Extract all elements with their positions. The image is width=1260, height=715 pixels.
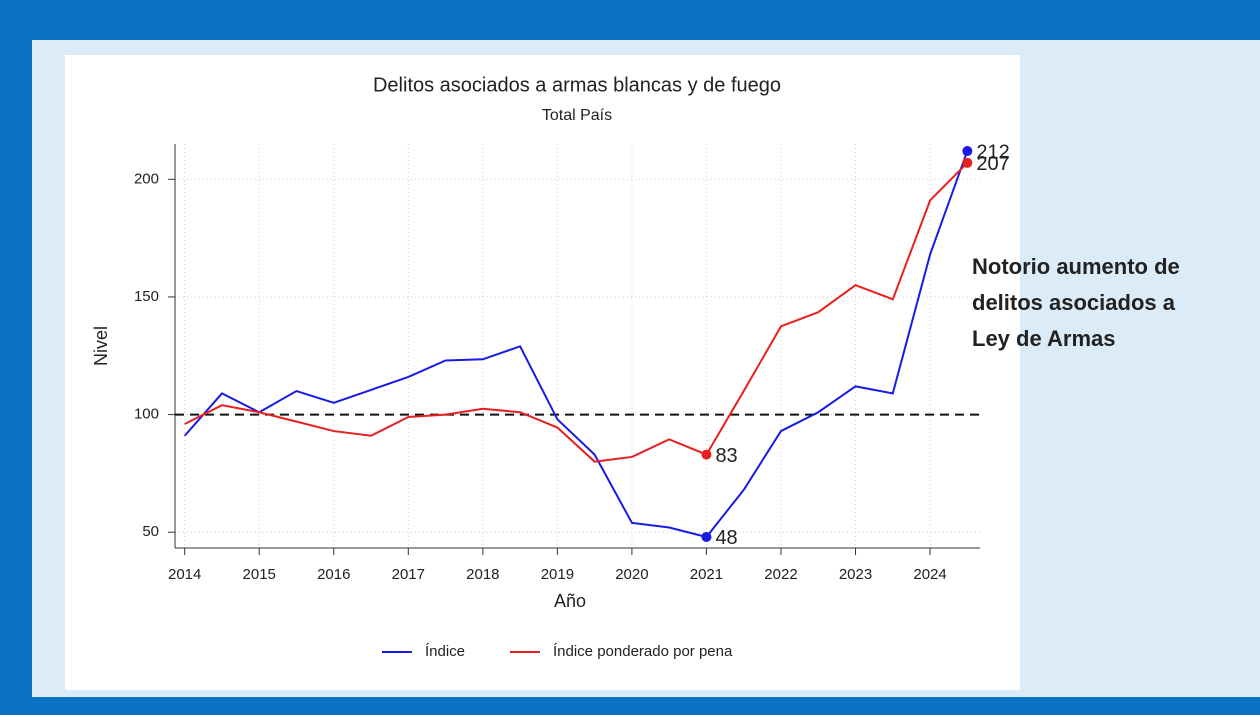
x-tick-label: 2022 [764, 566, 797, 583]
data-label: 207 [976, 153, 1009, 175]
chart-subtitle: Total País [542, 107, 612, 124]
chart-panel [65, 55, 1020, 690]
legend-label: Índice ponderado por pena [553, 643, 733, 660]
x-tick-label: 2023 [839, 566, 872, 583]
y-tick-label: 50 [142, 523, 159, 540]
annotation-line: Ley de Armas [972, 326, 1115, 351]
chart-title: Delitos asociados a armas blancas y de f… [373, 74, 781, 96]
point-marker [701, 531, 712, 542]
x-tick-label: 2021 [690, 566, 723, 583]
point-marker [962, 157, 973, 168]
y-axis-label: Nivel [91, 326, 111, 366]
x-tick-label: 2020 [615, 566, 648, 583]
x-tick-label: 2018 [466, 566, 499, 583]
y-tick-label: 150 [134, 288, 159, 305]
x-tick-label: 2016 [317, 566, 350, 583]
series-line [183, 150, 969, 539]
y-tick-label: 200 [134, 170, 159, 187]
annotation-line: delitos asociados a [972, 290, 1176, 315]
data-label: 48 [715, 527, 737, 549]
data-label: 83 [715, 445, 737, 467]
point-marker [962, 146, 973, 157]
data-label: 212 [976, 141, 1009, 163]
series-line [184, 162, 969, 463]
x-tick-label: 2014 [168, 566, 201, 583]
x-tick-label: 2019 [541, 566, 574, 583]
annotation: Notorio aumento de delitos asociados a Ley… [972, 254, 1180, 351]
point-marker [701, 449, 712, 460]
x-tick-label: 2024 [913, 566, 946, 583]
x-axis-label: Año [554, 591, 586, 611]
x-tick-label: 2017 [392, 566, 425, 583]
legend-label: Índice [425, 643, 465, 660]
x-tick-label: 2015 [243, 566, 276, 583]
annotation-line: Notorio aumento de [972, 254, 1180, 279]
y-tick-label: 100 [134, 406, 159, 423]
